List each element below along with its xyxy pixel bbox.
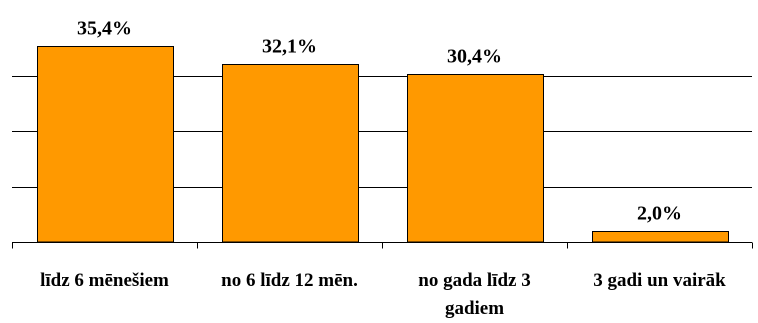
data-labels: 35,4% 32,1% 30,4% 2,0% <box>77 18 682 225</box>
data-label-3: 30,4% <box>447 46 502 68</box>
data-label-1: 35,4% <box>77 18 132 40</box>
bar-3 <box>407 74 544 243</box>
category-label-2: no 6 līdz 12 mēn. <box>221 270 358 291</box>
category-label-1: līdz 6 mēnešiem <box>40 270 169 291</box>
category-label-line: no 6 līdz 12 mēn. <box>221 270 358 291</box>
category-label-3: no gada līdz 3 gadiem <box>418 270 530 319</box>
category-label-line: gadiem <box>445 298 504 319</box>
category-label-line: 3 gadi un vairāk <box>593 270 726 291</box>
category-label-4: 3 gadi un vairāk <box>593 270 726 291</box>
category-labels: līdz 6 mēnešiem no 6 līdz 12 mēn. no gada … <box>40 270 726 319</box>
category-label-line: līdz 6 mēnešiem <box>40 270 169 291</box>
bar-4 <box>592 231 729 243</box>
x-axis <box>12 242 753 249</box>
data-label-2: 32,1% <box>262 36 317 58</box>
bar-1 <box>37 46 174 243</box>
bar-2 <box>222 64 359 243</box>
category-label-line: no gada līdz 3 <box>418 270 530 291</box>
bars <box>37 46 729 243</box>
data-label-4: 2,0% <box>637 203 682 225</box>
